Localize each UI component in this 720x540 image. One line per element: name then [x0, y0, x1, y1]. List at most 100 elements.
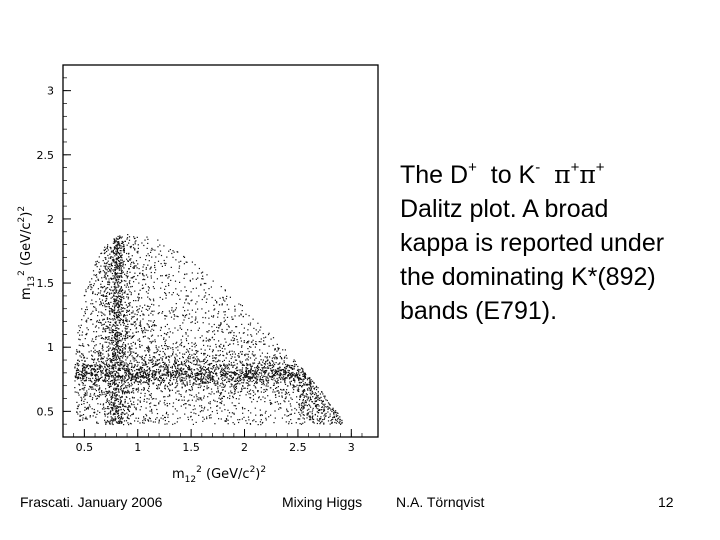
scatter-point — [118, 260, 120, 262]
scatter-point — [88, 372, 90, 374]
scatter-point — [138, 268, 140, 270]
scatter-point — [113, 300, 115, 302]
scatter-point — [114, 356, 116, 358]
scatter-point — [220, 418, 222, 420]
scatter-point — [183, 377, 185, 379]
scatter-point — [249, 384, 251, 386]
scatter-point — [118, 373, 120, 375]
scatter-point — [155, 370, 157, 373]
scatter-point — [90, 395, 92, 397]
scatter-point — [160, 417, 162, 419]
scatter-point — [89, 379, 92, 382]
scatter-point — [139, 396, 141, 399]
scatter-point — [216, 301, 218, 303]
scatter-point — [302, 393, 304, 395]
scatter-point — [172, 353, 174, 355]
scatter-point — [112, 352, 114, 354]
scatter-point — [194, 319, 196, 321]
scatter-point — [255, 367, 258, 369]
scatter-point — [160, 375, 162, 377]
scatter-point — [179, 369, 181, 371]
scatter-point — [283, 373, 285, 375]
scatter-point — [250, 397, 252, 399]
scatter-point — [86, 401, 88, 404]
scatter-point — [301, 407, 303, 409]
scatter-point — [188, 375, 190, 377]
scatter-point — [114, 322, 116, 324]
scatter-point — [275, 396, 277, 398]
scatter-point — [109, 282, 111, 284]
scatter-point — [317, 391, 319, 393]
scatter-point — [87, 344, 89, 346]
scatter-point — [209, 348, 211, 350]
scatter-point — [172, 405, 174, 408]
scatter-point — [164, 379, 166, 381]
scatter-point — [300, 415, 302, 417]
scatter-point — [323, 423, 325, 425]
scatter-point — [81, 374, 83, 377]
scatter-point — [143, 264, 145, 266]
scatter-point — [143, 416, 145, 418]
scatter-point — [274, 371, 277, 373]
scatter-point — [120, 301, 123, 303]
scatter-point — [314, 398, 316, 400]
scatter-point — [156, 369, 158, 371]
scatter-point — [115, 399, 117, 401]
scatter-point — [211, 296, 213, 299]
scatter-point — [199, 361, 201, 363]
scatter-point — [83, 396, 85, 398]
scatter-point — [223, 364, 225, 366]
scatter-point — [111, 269, 113, 271]
scatter-point — [226, 376, 228, 378]
scatter-point — [203, 376, 205, 378]
scatter-point — [119, 312, 121, 314]
scatter-point — [238, 355, 240, 357]
scatter-point — [175, 386, 177, 388]
scatter-point — [217, 350, 219, 352]
scatter-point — [114, 281, 116, 283]
scatter-point — [118, 356, 120, 358]
scatter-point — [110, 264, 112, 266]
scatter-point — [102, 324, 104, 326]
scatter-point — [107, 249, 109, 251]
scatter-point — [276, 387, 278, 389]
scatter-point — [100, 369, 102, 371]
scatter-point — [131, 323, 133, 326]
scatter-point — [300, 381, 303, 384]
scatter-point — [104, 376, 106, 379]
scatter-point — [132, 413, 134, 415]
scatter-point — [100, 311, 102, 313]
scatter-point — [206, 377, 208, 379]
scatter-point — [115, 359, 117, 361]
scatter-point — [147, 296, 149, 298]
scatter-point — [150, 361, 152, 363]
scatter-point — [87, 372, 89, 374]
scatter-point — [139, 422, 141, 424]
scatter-point — [158, 422, 160, 424]
scatter-point — [74, 367, 76, 369]
scatter-point — [114, 358, 116, 361]
scatter-point — [120, 252, 122, 254]
scatter-point — [189, 376, 191, 378]
scatter-point — [90, 350, 92, 352]
scatter-point — [185, 338, 187, 340]
scatter-point — [200, 369, 202, 371]
scatter-point — [339, 422, 341, 424]
scatter-point — [111, 325, 113, 327]
scatter-point — [85, 320, 87, 322]
scatter-point — [137, 275, 139, 277]
scatter-point — [121, 418, 123, 420]
scatter-point — [187, 369, 190, 371]
scatter-point — [111, 272, 113, 275]
scatter-point — [132, 316, 134, 318]
scatter-point — [234, 389, 237, 391]
scatter-point — [125, 385, 127, 387]
scatter-point — [116, 379, 118, 381]
scatter-point — [116, 258, 118, 260]
scatter-point — [288, 394, 291, 396]
scatter-point — [260, 326, 262, 328]
scatter-point — [121, 296, 123, 298]
scatter-point — [117, 400, 119, 403]
scatter-point — [91, 368, 93, 370]
scatter-point — [183, 404, 185, 406]
